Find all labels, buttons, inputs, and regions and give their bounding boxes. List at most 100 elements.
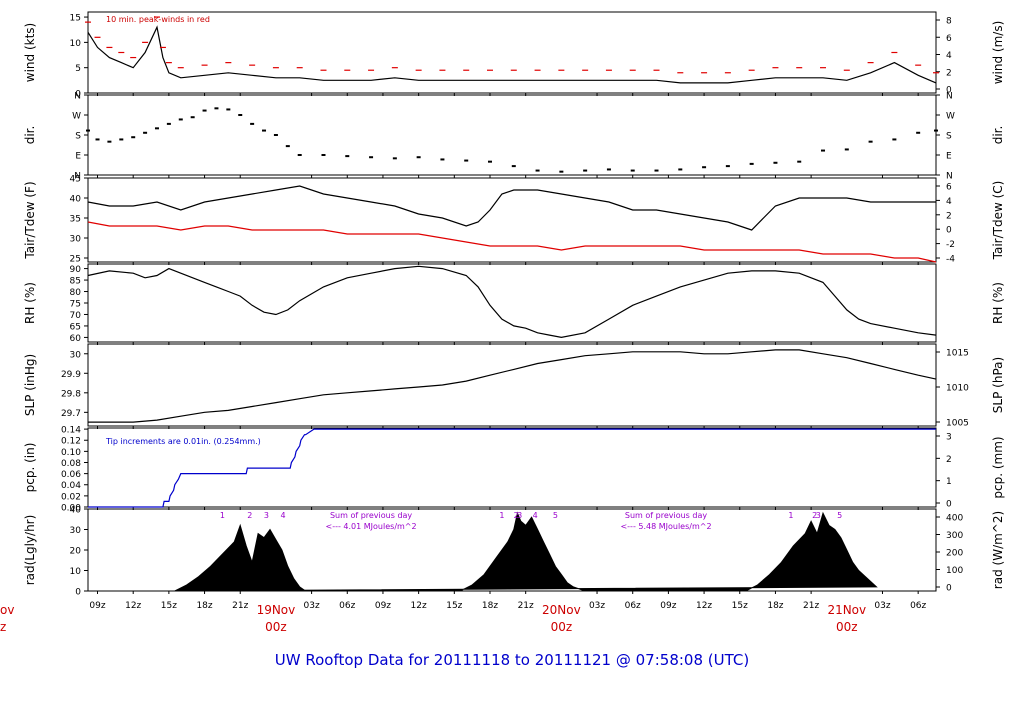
x-tick-label: 18z [482, 601, 498, 611]
panel-wind: 0 5 10 15 0 2 4 6 8 wind (kts) wind (m/s) 10 min. p… [23, 11, 1005, 100]
y-tick-label: 29.8 [61, 389, 81, 399]
y-tick-label: S [75, 132, 81, 142]
direction-point [190, 116, 195, 119]
direction-point [487, 160, 492, 163]
y-tick-label-right: 6 [946, 183, 952, 193]
y-tick-label-right: S [946, 132, 952, 142]
x-date-time: 00z [551, 620, 573, 634]
series-line-wind [87, 25, 937, 84]
rad-marker: 3 [264, 511, 269, 520]
y-axis-label: SLP (inHg) [23, 354, 37, 416]
direction-point [749, 162, 754, 165]
direction-point [285, 145, 290, 148]
x-tick-label: 09z [375, 601, 391, 611]
direction-point [868, 140, 873, 143]
direction-point [464, 159, 469, 162]
y-tick-label: 0.14 [61, 426, 81, 436]
rad-marker: 4 [281, 511, 286, 520]
x-date-time: 00z [836, 620, 858, 634]
panel-slp: 29.7 29.8 29.9 30 1005 1010 1015 SLP (inHg) SLP … [23, 343, 1005, 429]
y-axis-label-right: rad (W/m^2) [991, 511, 1005, 589]
y-axis-label-right: SLP (hPa) [991, 357, 1005, 413]
direction-point [154, 127, 159, 130]
x-tick-label: 15z [446, 601, 462, 611]
y-tick-label-right: 0 [946, 500, 952, 510]
y-tick-label-right: 2 [946, 68, 952, 78]
y-tick-label-right: 6 [946, 34, 952, 44]
y-tick-label: 5 [75, 64, 81, 74]
y-axis-label: dir. [23, 126, 37, 145]
y-tick-label-right: 400 [946, 514, 963, 524]
x-date-time-cut: z [0, 620, 6, 634]
y-tick-label: 0.02 [61, 492, 81, 502]
rad-marker: 2 [514, 511, 519, 520]
panel-frame [87, 177, 937, 263]
y-tick-label-right: 200 [946, 549, 963, 559]
series-line-Tdew [87, 221, 937, 263]
y-axis-label: RH (%) [23, 282, 37, 324]
x-tick-label: 15z [161, 601, 177, 611]
y-tick-label-right: -4 [946, 255, 955, 265]
rad-marker: 5 [553, 511, 558, 520]
precip-annotation: Tip increments are 0.01in. (0.254mm.) [105, 437, 261, 446]
rad-marker: 1 [788, 511, 793, 520]
y-tick-label: 0 [75, 588, 81, 598]
rad-note-line1: Sum of previous day [330, 511, 412, 520]
wind-annotation: 10 min. peak-winds in red [106, 15, 210, 24]
direction-point [392, 157, 397, 160]
y-tick-label-right: 8 [946, 17, 952, 27]
x-date-day: 20Nov [542, 603, 581, 617]
y-tick-label: 10 [70, 39, 82, 49]
direction-point [844, 148, 849, 151]
y-tick-label: 10 [70, 567, 82, 577]
direction-point [535, 169, 540, 172]
x-tick-label: 09z [89, 601, 105, 611]
y-tick-label: 15 [70, 14, 81, 24]
y-tick-label: 70 [70, 311, 82, 321]
y-tick-label: N [74, 92, 81, 102]
y-tick-label-right: N [946, 92, 953, 102]
rad-note-line1: Sum of previous day [625, 511, 707, 520]
y-tick-label: 90 [70, 265, 82, 275]
panel-frame [87, 11, 937, 94]
y-axis-label-right: RH (%) [991, 282, 1005, 324]
rad-marker: 5 [837, 511, 842, 520]
x-tick-label: 12z [125, 601, 141, 611]
direction-point [214, 107, 219, 110]
direction-point [166, 122, 171, 125]
direction-point [178, 118, 183, 121]
y-tick-label-right: 3 [946, 433, 952, 443]
rad-marker: 3 [816, 511, 821, 520]
y-tick-label: 80 [70, 288, 82, 298]
y-tick-label: 40 [70, 506, 82, 516]
direction-point [583, 169, 588, 172]
direction-point [916, 131, 921, 134]
x-tick-label: 06z [910, 601, 926, 611]
y-axis-label-right: dir. [991, 126, 1005, 145]
y-tick-label-right: 2 [946, 455, 952, 465]
panel-frame [87, 343, 937, 427]
panel-frame [87, 263, 937, 343]
direction-point [559, 170, 564, 173]
y-tick-label: 20 [70, 547, 82, 557]
rad-marker: 1 [499, 511, 504, 520]
y-tick-label: 25 [70, 255, 81, 265]
radiation-area [174, 511, 878, 592]
y-tick-label: 29.7 [61, 409, 81, 419]
y-tick-label: 0.12 [61, 437, 81, 447]
rad-marker: 1 [220, 511, 225, 520]
y-tick-label: 65 [70, 322, 81, 332]
x-tick-label: 03z [874, 601, 890, 611]
y-tick-label: 35 [70, 215, 81, 225]
y-tick-label: W [72, 112, 81, 122]
y-tick-label-right: 300 [946, 531, 963, 541]
panel-precip: 0.00 0.020.040.060.080.100.120.14 0 1 2 3 pcp.… [23, 426, 1005, 514]
x-tick-label: 06z [339, 601, 355, 611]
direction-point [95, 138, 100, 141]
y-tick-label-right: 4 [946, 51, 952, 61]
rad-note-line2: <--- 5.48 MJoules/m^2 [620, 522, 711, 531]
y-axis-label: pcp. (in) [23, 443, 37, 493]
